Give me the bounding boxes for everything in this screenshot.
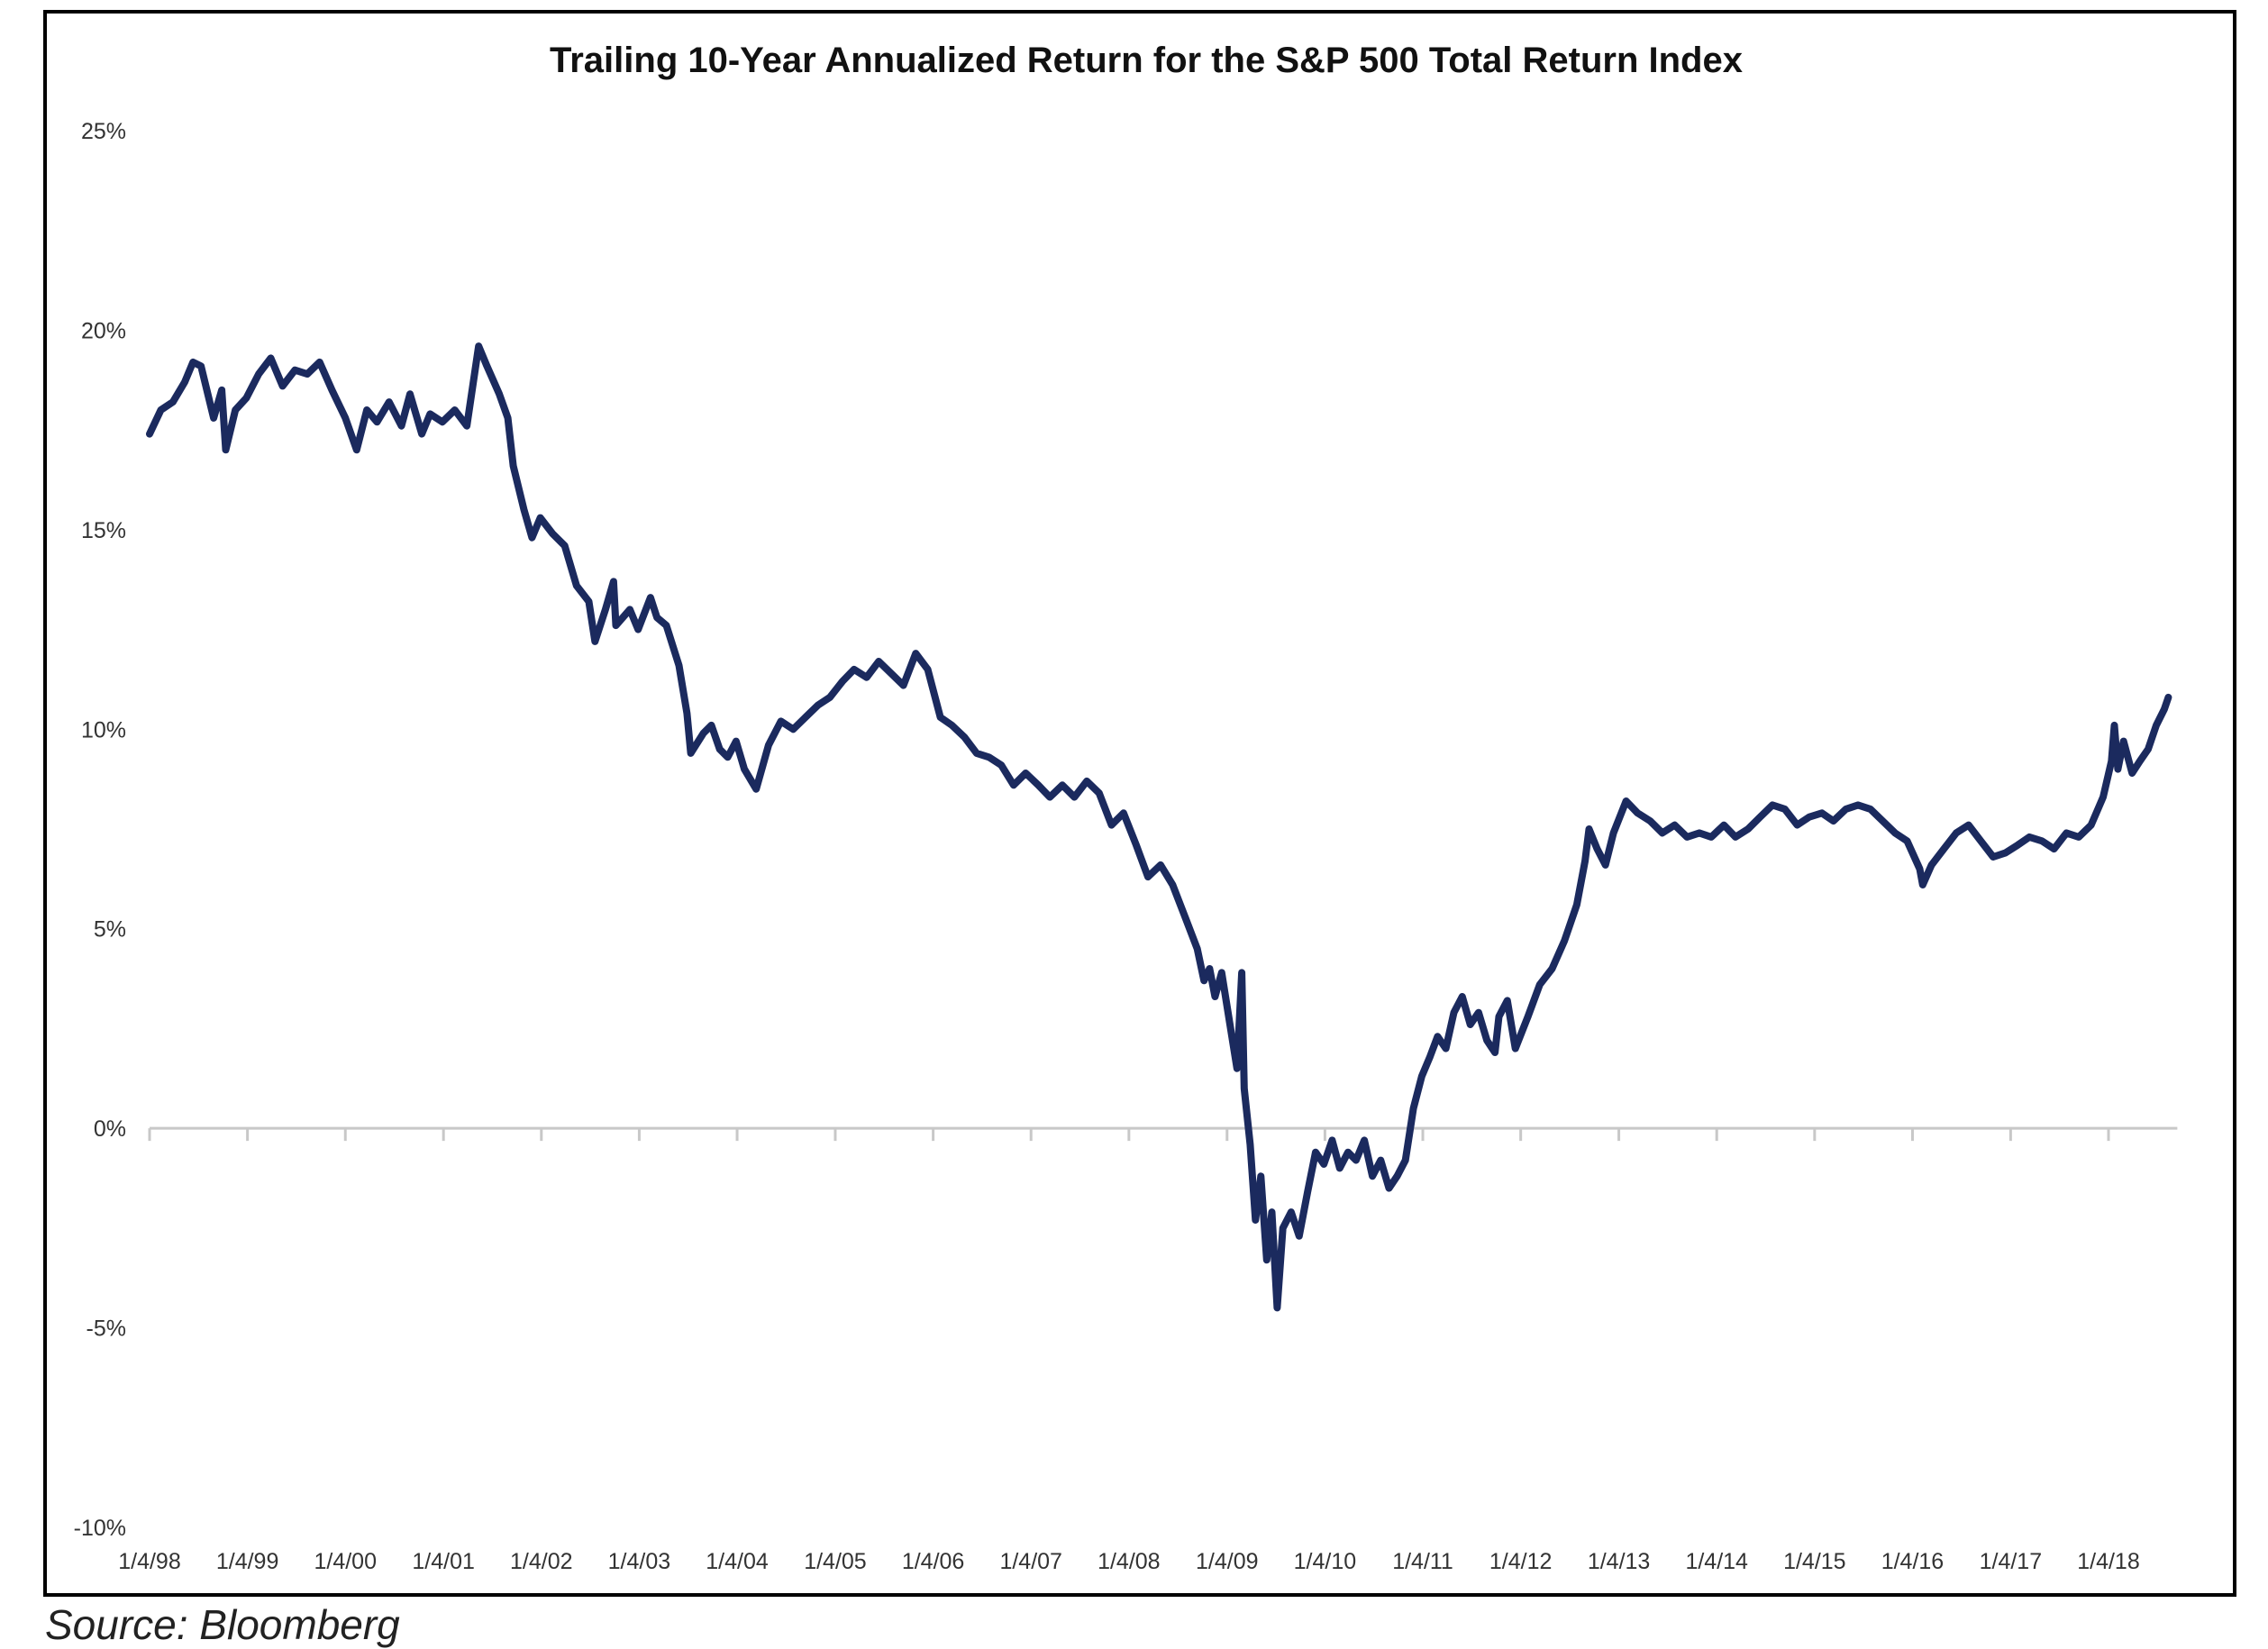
x-tick-label: 1/4/16 <box>1881 1549 1945 1574</box>
x-tick-label: 1/4/98 <box>118 1549 181 1574</box>
x-tick-label: 1/4/99 <box>216 1549 279 1574</box>
chart-title: Trailing 10-Year Annualized Return for t… <box>550 41 1743 80</box>
x-axis: 1/4/98 1/4/99 1/4/00 1/4/01 1/4/02 1/4/03 1/4/… <box>118 1126 2178 1574</box>
y-tick-label: 10% <box>81 717 126 743</box>
x-tick-label: 1/4/12 <box>1489 1549 1553 1574</box>
x-tick-label: 1/4/07 <box>999 1549 1062 1574</box>
y-tick-label: 15% <box>81 518 126 543</box>
x-tick-label: 1/4/10 <box>1294 1549 1357 1574</box>
x-tick-label: 1/4/11 <box>1392 1549 1453 1574</box>
x-tick-label: 1/4/08 <box>1098 1549 1161 1574</box>
x-tick-label: 1/4/04 <box>706 1549 769 1574</box>
x-tick-label: 1/4/05 <box>804 1549 867 1574</box>
y-tick-label: 20% <box>81 318 126 343</box>
x-tick-label: 1/4/15 <box>1783 1549 1846 1574</box>
chart-frame: Trailing 10-Year Annualized Return for t… <box>43 10 2236 1597</box>
source-note: Source: Bloomberg <box>45 1601 400 1648</box>
x-tick-label: 1/4/00 <box>314 1549 377 1574</box>
y-tick-label: 5% <box>94 917 126 943</box>
x-tick-label: 1/4/17 <box>1980 1549 2043 1574</box>
y-tick-label: 0% <box>94 1116 126 1142</box>
y-tick-label: -5% <box>87 1316 126 1342</box>
y-tick-label: -10% <box>74 1516 126 1541</box>
x-tick-label: 1/4/14 <box>1685 1549 1748 1574</box>
x-tick-label: 1/4/01 <box>412 1549 475 1574</box>
x-tick-label: 1/4/03 <box>608 1549 671 1574</box>
y-tick-label: 25% <box>81 119 126 144</box>
x-tick-label: 1/4/02 <box>510 1549 573 1574</box>
series-line <box>146 342 2172 1312</box>
line-chart: Trailing 10-Year Annualized Return for t… <box>74 41 2178 1574</box>
x-tick-label: 1/4/13 <box>1588 1549 1651 1574</box>
x-tick-label: 1/4/06 <box>902 1549 965 1574</box>
x-tick-label: 1/4/09 <box>1196 1549 1259 1574</box>
plot-area <box>146 342 2172 1312</box>
y-axis: -10% -5% 0% 5% 10% 15% 20% 25% <box>74 119 126 1541</box>
x-tick-label: 1/4/18 <box>2077 1549 2140 1574</box>
